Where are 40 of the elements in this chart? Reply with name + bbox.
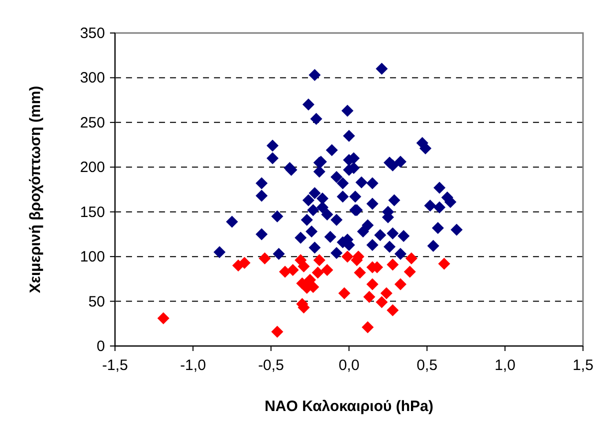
y-tick-label: 50 [88,293,105,310]
point [286,264,299,276]
point [157,312,170,324]
point [404,266,416,278]
x-tick-label: 0,0 [338,357,360,374]
point [298,260,310,272]
point [271,326,284,338]
point [279,266,292,278]
x-tick-label: 1,5 [572,357,594,374]
point [321,264,334,276]
point [394,278,406,290]
y-tick-label: 200 [80,159,105,176]
point [380,287,392,300]
y-axis-title: Χειμερινή βροχόπτωση (mm) [27,86,44,294]
y-tick-label: 350 [80,25,105,42]
point [354,266,366,279]
x-axis-title: NAO Καλοκαιριού (hPa) [264,398,434,415]
point [258,252,271,264]
point [386,304,399,316]
point [362,321,374,334]
x-tick-label: -1,0 [180,357,206,374]
point [438,258,450,270]
point [405,252,418,264]
y-tick-label: 150 [80,204,105,221]
y-tick-label: 0 [96,338,105,355]
y-tick-label: 300 [80,70,105,87]
point [366,278,378,290]
point [341,250,354,263]
x-tick-label: 0,5 [416,357,438,374]
x-tick-label: -1,5 [102,357,128,374]
point [363,290,376,303]
point [376,296,388,308]
x-tick-label: 1,0 [494,357,516,374]
y-tick-label: 250 [80,114,105,132]
x-tick-label: -0,5 [258,357,284,374]
point [338,287,350,300]
point [313,254,326,266]
point [386,258,399,271]
y-tick-label: 100 [80,248,105,266]
point [312,266,324,279]
